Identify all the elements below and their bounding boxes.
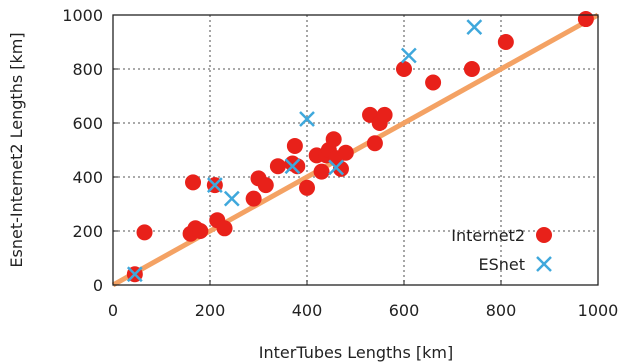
y-axis-label: Esnet-Internet2 Lengths [km] xyxy=(7,32,26,267)
x-tick-label-3: 600 xyxy=(389,301,420,320)
x-tick-label-4: 800 xyxy=(486,301,517,320)
point-internet2-26 xyxy=(366,135,383,152)
point-internet2-23 xyxy=(332,160,349,177)
point-internet2-16 xyxy=(299,179,315,196)
legend-dot-internet2 xyxy=(536,227,552,243)
y-tick-label-5: 1000 xyxy=(62,6,103,25)
y-axis-ticks: 0 200 400 600 800 1000 xyxy=(62,6,118,295)
point-esnet-5-stroke-b xyxy=(328,159,344,176)
point-internet2-15 xyxy=(289,158,306,175)
point-internet2-5 xyxy=(192,223,209,239)
point-internet2-18 xyxy=(313,163,330,180)
point-esnet-7-stroke-b xyxy=(466,19,483,36)
point-esnet-6-stroke-b xyxy=(400,47,417,64)
x-tick-label-1: 200 xyxy=(195,301,226,320)
x-axis-label: InterTubes Lengths [km] xyxy=(259,343,453,362)
point-internet2-29 xyxy=(396,61,412,77)
reference-diagonal xyxy=(111,12,600,288)
point-esnet-3 xyxy=(284,158,301,175)
point-esnet-1 xyxy=(206,177,223,193)
legend-label-esnet: ESnet xyxy=(478,255,525,274)
x-tick-label-2: 400 xyxy=(292,301,323,320)
point-esnet-2 xyxy=(223,190,240,207)
legend-marker-esnet xyxy=(536,256,552,272)
point-internet2-30 xyxy=(425,74,442,91)
point-internet2-9 xyxy=(245,190,262,207)
point-esnet-1-stroke-b xyxy=(206,177,223,193)
legend-cross-esnet xyxy=(536,256,552,272)
point-internet2-21 xyxy=(325,131,342,148)
legend-cross-esnet-stroke-b xyxy=(536,256,552,272)
point-esnet-0 xyxy=(126,266,143,283)
point-esnet-6 xyxy=(400,47,417,64)
series-internet2 xyxy=(126,11,594,283)
point-internet2-33 xyxy=(577,11,594,28)
series-esnet xyxy=(126,19,483,283)
point-esnet-4-stroke-b xyxy=(299,111,315,127)
point-internet2-12 xyxy=(269,158,286,175)
x-axis-ticks: 0 200 400 600 800 1000 xyxy=(108,280,618,320)
reference-line xyxy=(111,12,600,288)
point-esnet-5 xyxy=(328,159,344,176)
point-internet2-3 xyxy=(185,174,202,191)
point-esnet-2-stroke-b xyxy=(223,190,240,207)
legend: Internet2 ESnet xyxy=(451,226,552,274)
point-internet2-28 xyxy=(376,106,393,123)
legend-label-internet2: Internet2 xyxy=(451,226,525,245)
x-tick-label-0: 0 xyxy=(108,301,118,320)
y-tick-label-2: 400 xyxy=(72,168,103,187)
plot-frame xyxy=(112,14,599,286)
point-esnet-7 xyxy=(466,19,483,36)
y-tick-label-1: 200 xyxy=(72,222,103,241)
plot-border xyxy=(112,14,599,286)
y-tick-label-0: 0 xyxy=(93,276,103,295)
point-internet2-32 xyxy=(497,34,514,50)
legend-marker-internet2 xyxy=(536,227,552,243)
y-tick-label-3: 600 xyxy=(72,114,103,133)
point-internet2-31 xyxy=(463,61,480,77)
point-internet2-24 xyxy=(337,144,354,161)
x-tick-label-5: 1000 xyxy=(578,301,619,320)
point-internet2-14 xyxy=(286,137,303,154)
point-esnet-0-stroke-b xyxy=(126,266,143,283)
point-internet2-1 xyxy=(136,224,153,241)
y-tick-label-4: 800 xyxy=(72,60,103,79)
data-points xyxy=(126,11,594,283)
point-esnet-3-stroke-b xyxy=(284,158,301,175)
point-internet2-8 xyxy=(216,220,233,237)
point-esnet-4 xyxy=(299,111,315,127)
point-internet2-11 xyxy=(257,177,274,194)
